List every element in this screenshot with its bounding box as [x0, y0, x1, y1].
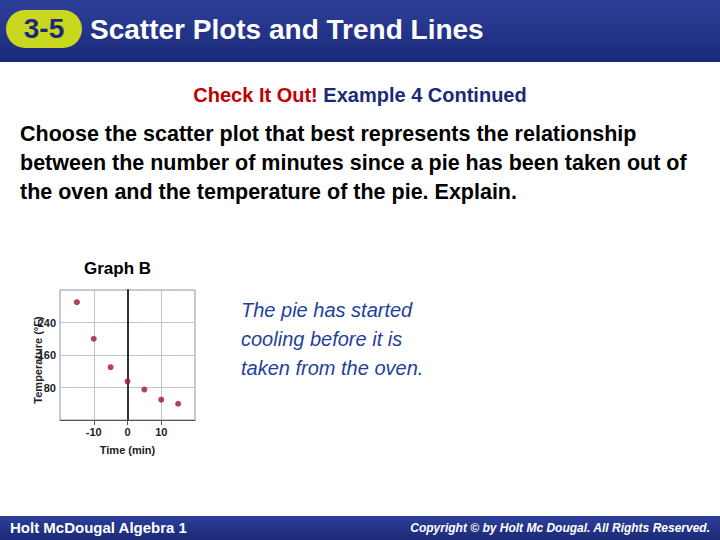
svg-text:Time (min): Time (min) [100, 444, 156, 456]
svg-text:0: 0 [124, 426, 130, 438]
svg-text:-10: -10 [86, 426, 102, 438]
svg-text:10: 10 [155, 426, 167, 438]
svg-text:80: 80 [44, 382, 56, 394]
